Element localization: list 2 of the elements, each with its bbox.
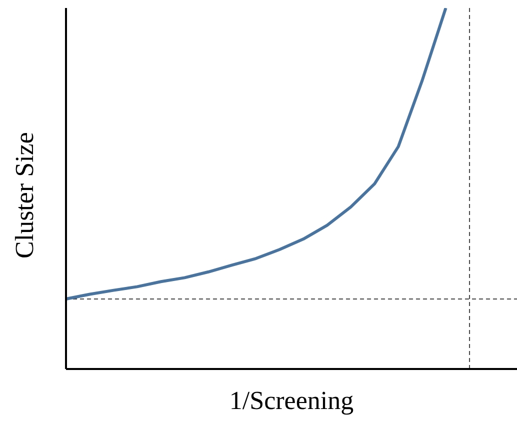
x-axis-title: 1/Screening <box>229 386 354 415</box>
y-axis-title: Cluster Size <box>10 132 40 258</box>
